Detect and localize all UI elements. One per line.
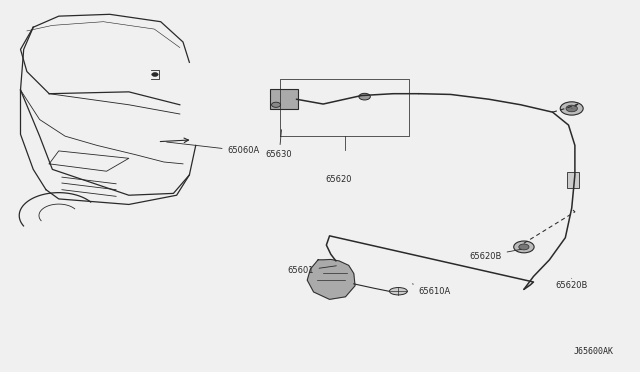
Circle shape: [359, 93, 371, 100]
Text: 65610A: 65610A: [412, 284, 451, 296]
Circle shape: [152, 73, 158, 76]
Text: 65620B: 65620B: [469, 249, 521, 261]
Text: 65620B: 65620B: [556, 278, 588, 290]
Text: 65601: 65601: [287, 266, 337, 275]
Circle shape: [271, 102, 280, 108]
FancyBboxPatch shape: [567, 172, 579, 188]
Circle shape: [566, 105, 577, 112]
Text: J65600AK: J65600AK: [573, 347, 613, 356]
Circle shape: [514, 241, 534, 253]
Circle shape: [560, 102, 583, 115]
Text: 65630: 65630: [266, 130, 292, 159]
Text: 65060A: 65060A: [166, 142, 260, 155]
Text: 65620: 65620: [326, 175, 353, 184]
Ellipse shape: [390, 288, 407, 295]
FancyBboxPatch shape: [270, 89, 298, 109]
Circle shape: [519, 244, 529, 250]
Polygon shape: [307, 260, 355, 299]
